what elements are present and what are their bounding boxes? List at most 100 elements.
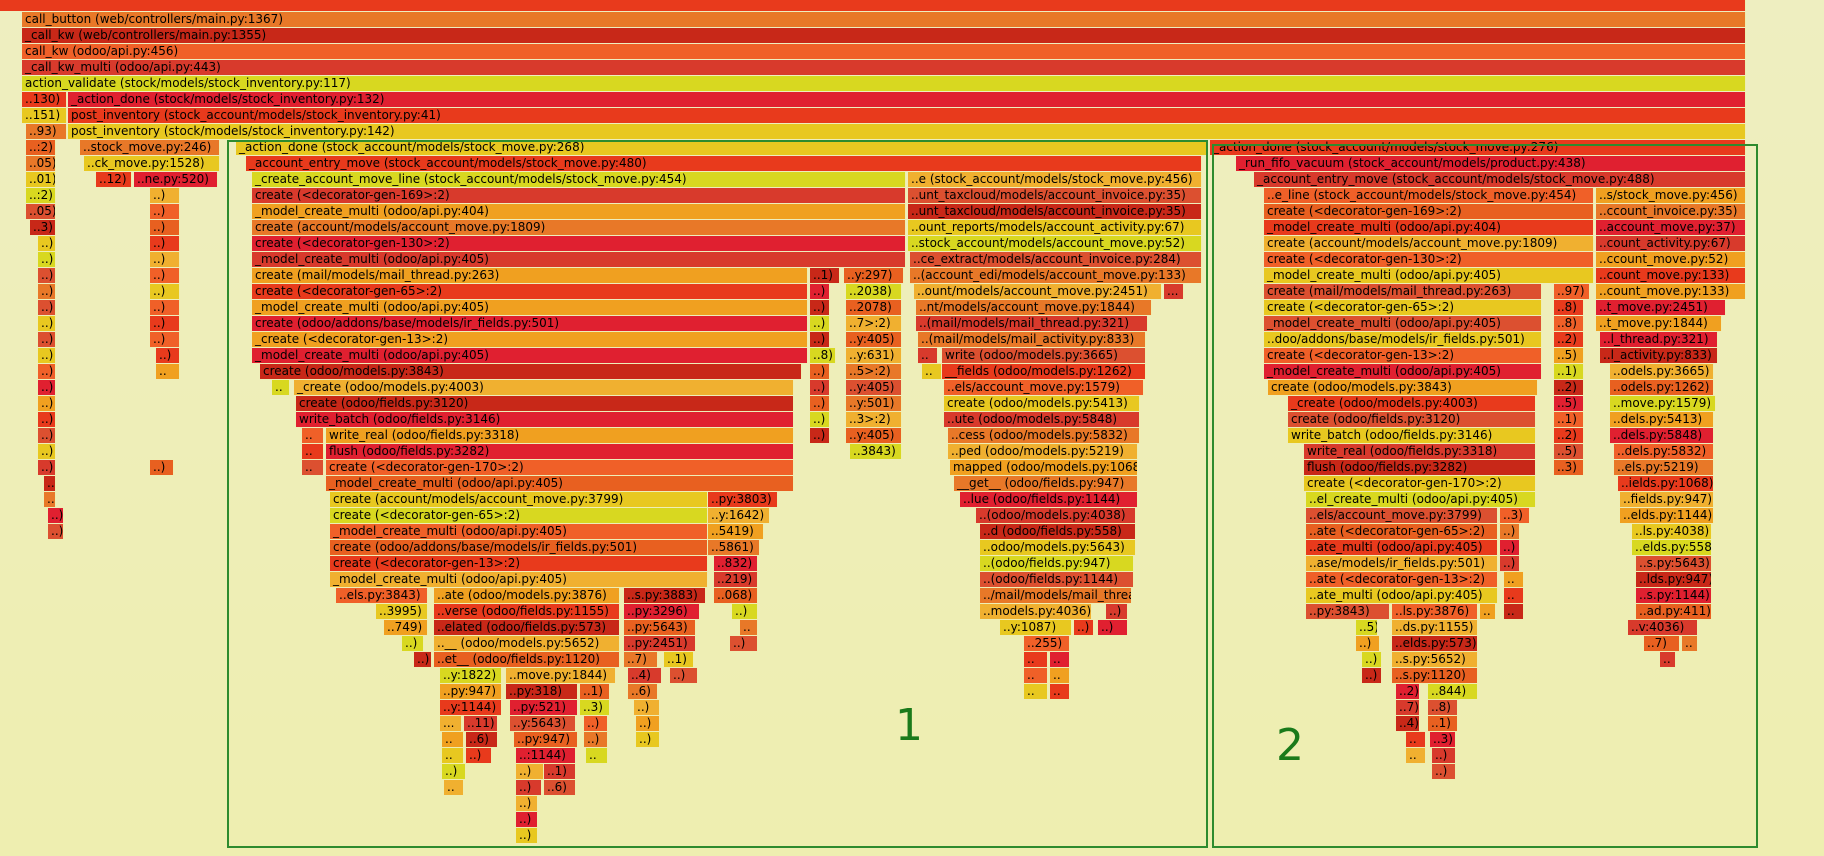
flame-frame[interactable]: ..7) [1396, 700, 1420, 715]
flame-frame[interactable]: ..) [44, 476, 56, 491]
flame-frame[interactable]: ..s.py:1120) [1392, 668, 1478, 683]
flame-frame[interactable]: .. [156, 364, 180, 379]
flame-frame[interactable]: ..ds.py:1155) [1392, 620, 1478, 635]
flame-frame[interactable]: ..doo/addons/base/models/ir_fields.py:50… [1264, 332, 1542, 347]
flame-frame[interactable]: ..ck_move.py:1528) [84, 156, 220, 171]
flame-frame[interactable]: ..els.py:3843) [336, 588, 428, 603]
flame-frame[interactable]: ..) [156, 348, 180, 363]
flame-frame[interactable]: ..:2) [26, 188, 56, 203]
flame-frame[interactable]: _create (odoo/models.py:4003) [1288, 396, 1536, 411]
flame-frame[interactable]: ..) [1106, 604, 1128, 619]
flame-frame[interactable]: ..) [516, 764, 544, 779]
flame-frame[interactable]: flush (odoo/fields.py:3282) [1304, 460, 1536, 475]
flame-frame[interactable]: create (odoo/models.py:3843) [1268, 380, 1538, 395]
flame-frame[interactable]: ..y:405) [846, 332, 902, 347]
flame-frame[interactable]: ..ad.py:411) [1636, 604, 1712, 619]
flame-frame[interactable]: .. [586, 748, 608, 763]
flame-frame[interactable]: ..) [38, 236, 56, 251]
flame-frame[interactable]: create (account/models/account_move.py:3… [330, 492, 708, 507]
flame-frame[interactable]: ..ls.py:4038) [1632, 524, 1712, 539]
flame-frame[interactable]: ..) [810, 300, 830, 315]
flame-frame[interactable]: ..lds.py:947) [1636, 572, 1712, 587]
flame-frame[interactable]: ..1) [1428, 716, 1458, 731]
flame-frame[interactable]: ..832) [714, 556, 758, 571]
flame-frame[interactable]: ..v:4036) [1628, 620, 1698, 635]
flame-frame[interactable]: write_batch (odoo/fields.py:3146) [1288, 428, 1536, 443]
flame-frame[interactable]: create (mail/models/mail_thread.py:263) [252, 268, 808, 283]
flame-frame[interactable]: ..els.py:5219) [1614, 460, 1714, 475]
flame-frame[interactable]: create (account/models/account_move.py:1… [1264, 236, 1594, 251]
flame-frame[interactable]: .. [442, 748, 464, 763]
flame-frame[interactable]: ..3) [580, 700, 610, 715]
flame-frame[interactable]: ... [440, 716, 462, 731]
flame-frame[interactable]: ..account_move.py:37) [1596, 220, 1746, 235]
flame-frame[interactable]: ..py:947) [440, 684, 502, 699]
flame-frame[interactable]: create (odoo/models.py:3843) [260, 364, 802, 379]
flame-frame[interactable]: ..t_move.py:1844) [1596, 316, 1722, 331]
flame-frame[interactable]: _model_create_multi (odoo/api.py:405) [1264, 268, 1594, 283]
flame-frame[interactable]: ..) [810, 396, 830, 411]
flame-frame[interactable]: ..) [810, 364, 830, 379]
flame-frame[interactable]: ..(odoo/fields.py:947) [980, 556, 1134, 571]
flame-frame[interactable]: ..05) [26, 156, 56, 171]
flame-frame[interactable]: call_button (web/controllers/main.py:136… [22, 12, 1746, 27]
flame-frame[interactable]: ..move.py:1844) [506, 668, 616, 683]
flame-frame[interactable]: ..255) [1024, 636, 1070, 651]
flame-frame[interactable]: ..__ (odoo/models.py:5652) [434, 636, 620, 651]
flame-frame[interactable]: ..ate_multi (odoo/api.py:405) [1306, 540, 1498, 555]
flame-frame[interactable]: ..stock_account/models/account_move.py:5… [908, 236, 1202, 251]
flame-frame[interactable]: ..) [414, 652, 432, 667]
flame-frame[interactable]: .. [272, 380, 290, 395]
flame-frame[interactable]: ..y:501) [846, 396, 902, 411]
flame-frame[interactable]: ..els/account_move.py:1579) [944, 380, 1144, 395]
flame-frame[interactable]: create (<decorator-gen-170>:2) [326, 460, 794, 475]
flame-frame[interactable]: .. [1024, 652, 1048, 667]
flame-frame[interactable]: ..y:405) [846, 380, 902, 395]
flame-frame[interactable]: ..8) [1428, 700, 1458, 715]
flame-frame[interactable]: create (odoo/fields.py:3120) [1288, 412, 1536, 427]
flame-frame[interactable]: ..7) [624, 652, 658, 667]
flame-frame[interactable]: ..ount_reports/models/account_activity.p… [908, 220, 1202, 235]
flame-frame[interactable]: ..93) [26, 124, 67, 139]
flame-frame[interactable]: create (odoo/models.py:5413) [944, 396, 1140, 411]
flame-frame[interactable]: ..) [1098, 620, 1128, 635]
flame-frame[interactable]: ../mail/models/mail_thread.py:411) [980, 588, 1132, 603]
flame-frame[interactable]: ..8) [1554, 316, 1584, 331]
flame-frame[interactable]: ..s.py:3883) [624, 588, 706, 603]
flame-frame[interactable]: ..5) [1554, 396, 1584, 411]
flame-frame[interactable]: .. [1050, 652, 1070, 667]
flame-frame[interactable]: ..y:1822) [440, 668, 502, 683]
flame-frame[interactable]: ..5) [1554, 348, 1584, 363]
flame-frame[interactable]: ..) [636, 732, 660, 747]
flame-frame[interactable]: ..) [1432, 748, 1456, 763]
flame-frame[interactable]: ..s.py:5652) [1392, 652, 1478, 667]
flame-frame[interactable]: ..verse (odoo/fields.py:1155) [434, 604, 620, 619]
flame-frame[interactable]: ..y:631) [846, 348, 902, 363]
flame-frame[interactable]: ..dels.py:5848) [1610, 428, 1714, 443]
flame-frame[interactable]: .. [1504, 588, 1524, 603]
flame-frame[interactable]: .. [444, 780, 464, 795]
flame-frame[interactable]: _model_create_multi (odoo/api.py:405) [1264, 364, 1542, 379]
flame-frame[interactable]: ..ccount_move.py:52) [1596, 252, 1746, 267]
flame-frame[interactable]: ..l_thread.py:321) [1600, 332, 1718, 347]
flame-frame[interactable]: ..11) [464, 716, 498, 731]
flame-frame[interactable]: _run_fifo_vacuum (stock_account/models/p… [1236, 156, 1746, 171]
flame-frame[interactable]: .. [918, 348, 938, 363]
flame-frame[interactable]: ..) [38, 380, 56, 395]
flame-frame[interactable]: .. [1050, 668, 1070, 683]
flame-frame[interactable]: post_inventory (stock/models/stock_inven… [68, 124, 1746, 139]
flame-frame[interactable]: _action_done (stock/models/stock_invento… [68, 92, 1746, 107]
flame-frame[interactable]: .. [1504, 604, 1524, 619]
flame-frame[interactable]: ..844) [1428, 684, 1478, 699]
flame-frame[interactable]: ..d (odoo/fields.py:558) [980, 524, 1136, 539]
flame-frame[interactable]: create (<decorator-gen-130>:2) [252, 236, 906, 251]
flame-frame[interactable]: ..068) [714, 588, 758, 603]
flame-frame[interactable]: _model_create_multi (odoo/api.py:405) [252, 300, 808, 315]
flame-frame[interactable]: ..) [1362, 668, 1382, 683]
flame-frame[interactable]: _account_entry_move (stock_account/model… [246, 156, 1202, 171]
flame-frame[interactable]: _model_create_multi (odoo/api.py:405) [326, 476, 794, 491]
flame-frame[interactable]: create (odoo/addons/base/models/ir_field… [252, 316, 808, 331]
flame-frame[interactable]: create (account/models/account_move.py:1… [252, 220, 906, 235]
flame-frame[interactable] [0, 0, 1746, 11]
flame-frame[interactable]: ..) [516, 780, 542, 795]
